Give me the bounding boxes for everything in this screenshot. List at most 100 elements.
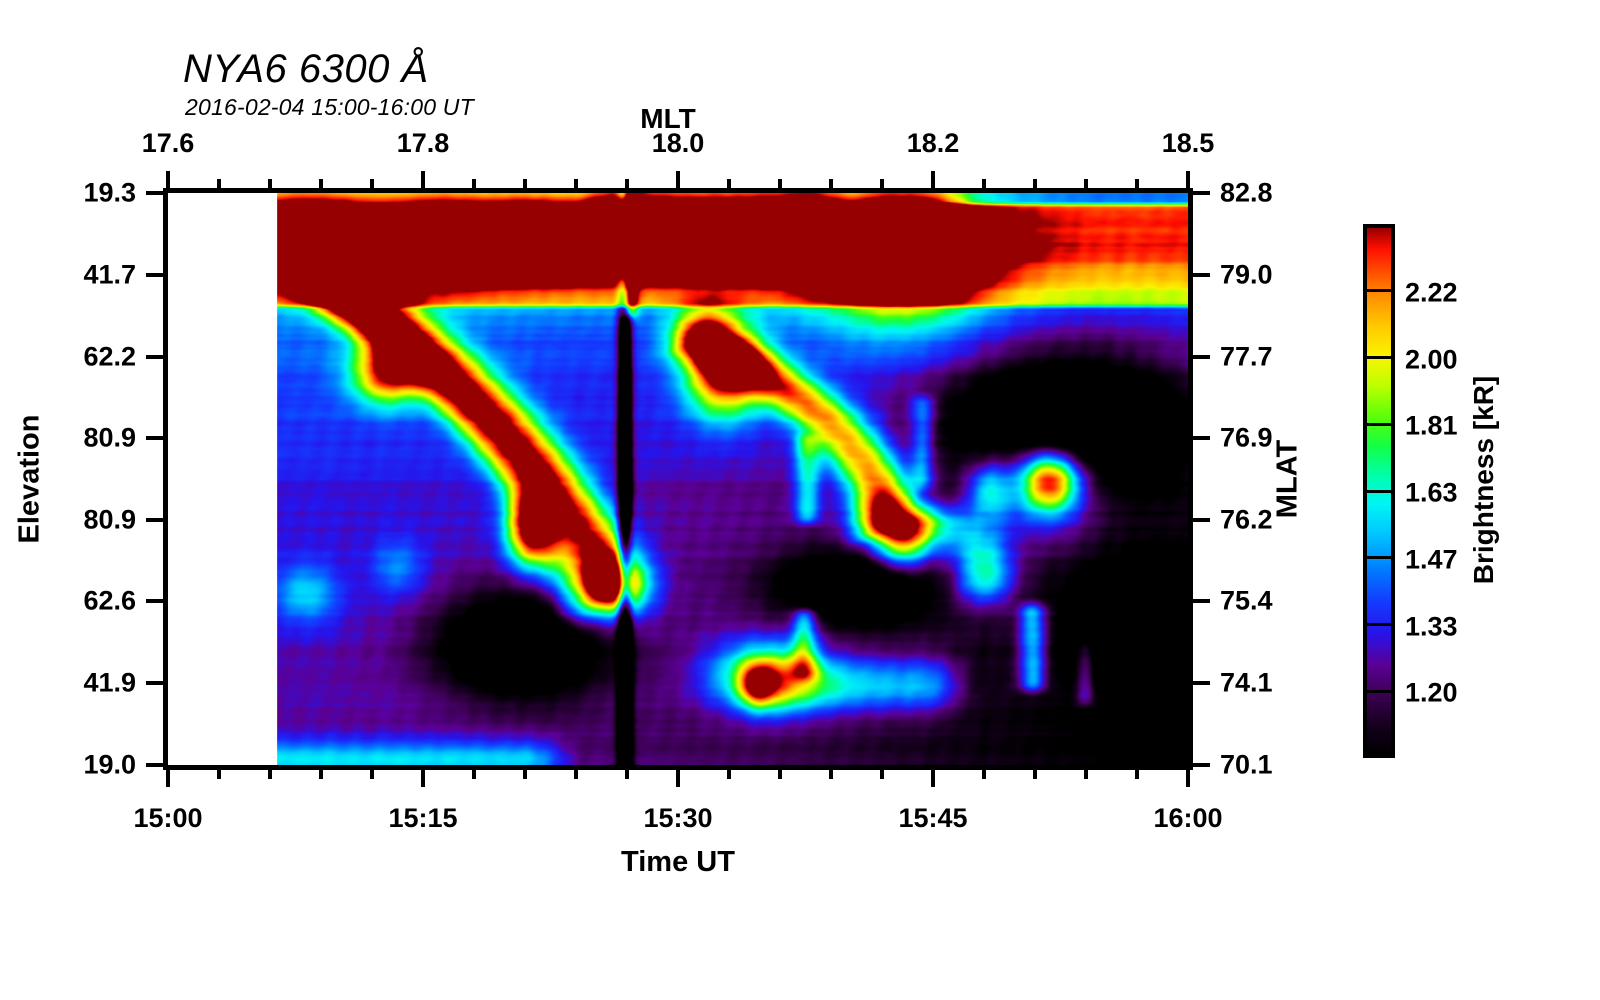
colorbar-division	[1363, 623, 1395, 626]
colorbar-tick-label: 1.33	[1405, 611, 1458, 641]
colorbar-tick-label: 1.47	[1405, 544, 1458, 575]
elevation-tick	[146, 191, 163, 195]
time-major-tick	[1186, 770, 1190, 787]
time-minor-tick	[574, 770, 578, 779]
time-major-tick	[421, 770, 425, 787]
mlat-tick-label: 70.1	[1220, 749, 1273, 780]
time-tick-label: 15:15	[388, 803, 458, 833]
mlt-tick-label: 18.2	[906, 128, 960, 158]
mlt-minor-tick	[778, 179, 782, 188]
mlat-tick	[1193, 436, 1210, 441]
no-data-region	[168, 193, 277, 765]
elevation-tick-label: 62.2	[83, 341, 136, 372]
mlt-minor-tick	[982, 179, 986, 188]
keogram-plot-area	[163, 188, 1193, 770]
mlt-minor-tick	[829, 179, 833, 188]
mlt-minor-tick	[727, 179, 731, 188]
mlat-tick-label: 79.0	[1220, 259, 1273, 290]
time-minor-tick	[1033, 770, 1037, 779]
elevation-tick-label: 41.7	[83, 259, 136, 290]
mlat-tick	[1193, 272, 1210, 277]
mlt-minor-tick	[880, 179, 884, 188]
colorbar-tick-label: 1.63	[1405, 477, 1458, 508]
elevation-tick-label: 41.9	[83, 667, 136, 698]
time-minor-tick	[778, 770, 782, 779]
mlat-tick-label: 76.2	[1220, 504, 1273, 535]
plot-border-top	[168, 188, 1188, 193]
colorbar-tick-label: 1.20	[1405, 677, 1458, 708]
elevation-tick-label: 19.3	[83, 177, 136, 208]
mlt-major-tick	[166, 171, 170, 188]
time-minor-tick	[268, 770, 272, 779]
mlt-major-tick	[676, 171, 680, 188]
colorbar-division	[1363, 556, 1395, 560]
colorbar-division	[1363, 289, 1395, 293]
mlat-tick-label: 75.4	[1220, 585, 1273, 616]
time-major-tick	[676, 770, 680, 787]
mlt-tick-label: 18.5	[1161, 128, 1215, 158]
mlt-minor-tick	[625, 179, 629, 188]
colorbar-division	[1363, 489, 1395, 493]
mlt-minor-tick	[1084, 179, 1088, 188]
mlt-major-tick	[421, 171, 425, 188]
elevation-tick	[146, 354, 163, 359]
mlt-tick-label: 18.0	[651, 128, 705, 158]
time-minor-tick	[625, 770, 629, 779]
time-tick-label: 15:45	[898, 803, 968, 833]
mlt-minor-tick	[472, 179, 476, 188]
elevation-tick-label: 80.9	[83, 422, 136, 453]
mlt-minor-tick	[574, 179, 578, 188]
time-minor-tick	[472, 770, 476, 779]
mlt-minor-tick	[1033, 179, 1037, 188]
elevation-tick	[146, 763, 163, 767]
elevation-tick-label: 80.9	[83, 504, 136, 535]
time-minor-tick	[523, 770, 527, 779]
right-axis-title: MLAT	[1271, 439, 1304, 519]
colorbar-division	[1363, 422, 1395, 426]
time-tick-label: 15:30	[643, 803, 713, 833]
time-major-tick	[931, 770, 935, 787]
colorbar-tick-label: 2.22	[1405, 277, 1458, 308]
time-tick-label: 15:00	[133, 803, 203, 833]
colorbar-tick-label: 2.00	[1405, 344, 1458, 374]
mlat-tick	[1193, 517, 1210, 522]
elevation-tick	[146, 272, 163, 277]
keogram-image	[168, 193, 1188, 765]
time-minor-tick	[727, 770, 731, 779]
elevation-tick-label: 19.0	[83, 749, 136, 780]
time-minor-tick	[829, 770, 833, 779]
elevation-tick	[146, 681, 163, 686]
colorbar-tick-label: 1.81	[1405, 410, 1458, 441]
mlat-tick	[1193, 599, 1210, 604]
elevation-tick	[146, 517, 163, 522]
colorbar-title: Brightness [kR]	[1468, 375, 1499, 585]
page-title: NYA6 6300 Å	[183, 47, 429, 91]
time-minor-tick	[982, 770, 986, 779]
subtitle: 2016-02-04 15:00-16:00 UT	[185, 94, 474, 120]
mlat-tick	[1193, 191, 1210, 195]
mlat-tick-label: 77.7	[1220, 341, 1273, 372]
time-minor-tick	[217, 770, 221, 779]
elevation-tick-label: 62.6	[83, 585, 136, 616]
time-minor-tick	[880, 770, 884, 779]
time-minor-tick	[1084, 770, 1088, 779]
mlat-tick-label: 74.1	[1220, 667, 1273, 698]
top-axis-title: MLT	[640, 103, 696, 134]
plot-border-bottom	[168, 765, 1188, 770]
mlt-minor-tick	[370, 179, 374, 188]
mlt-major-tick	[931, 171, 935, 188]
elevation-tick	[146, 436, 163, 441]
time-major-tick	[166, 770, 170, 787]
mlt-major-tick	[1186, 171, 1190, 188]
colorbar-division	[1363, 356, 1395, 359]
mlat-tick-label: 82.8	[1220, 177, 1273, 208]
mlt-minor-tick	[268, 179, 272, 188]
mlat-tick	[1193, 681, 1210, 686]
colorbar-division	[1363, 689, 1395, 693]
mlt-minor-tick	[319, 179, 323, 188]
plot-border-right	[1188, 188, 1193, 770]
mlt-minor-tick	[523, 179, 527, 188]
time-minor-tick	[319, 770, 323, 779]
time-tick-label: 16:00	[1153, 803, 1223, 833]
